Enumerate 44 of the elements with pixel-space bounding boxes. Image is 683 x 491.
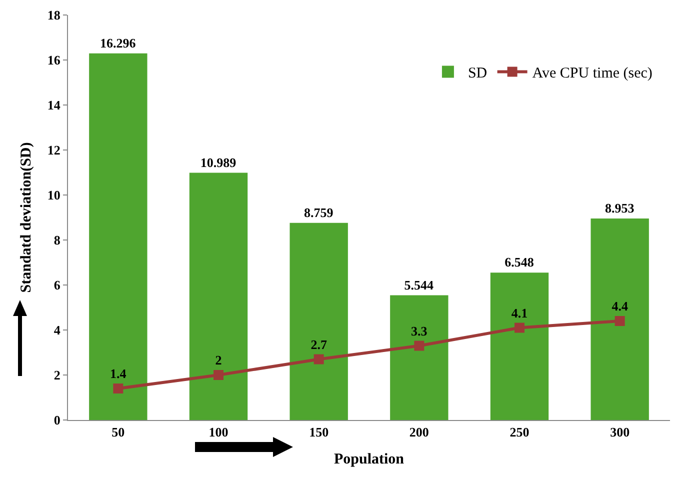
data-label: 10.989: [200, 154, 237, 170]
data-label: 3.3: [411, 323, 428, 338]
x-axis-title: Population: [334, 452, 405, 468]
x-tick-label: 150: [309, 424, 329, 440]
x-tick-label: 200: [409, 424, 429, 440]
bar: [189, 172, 248, 420]
x-tick-label: 300: [610, 424, 630, 440]
y-tick-label: 18: [47, 8, 61, 23]
data-label: 6.548: [504, 254, 534, 270]
y-tick-label: 12: [47, 142, 60, 158]
data-label: 4.4: [612, 298, 628, 314]
bar: [490, 272, 549, 420]
bar: [590, 218, 649, 420]
bar: [390, 295, 448, 420]
data-label: 4.1: [511, 305, 528, 320]
point: [614, 316, 625, 326]
y-tick-label: 6: [54, 278, 61, 293]
data-label: 8.953: [604, 200, 635, 216]
point: [314, 354, 324, 364]
data-label: 1.4: [110, 366, 127, 381]
data-label: 8.759: [304, 204, 334, 220]
point: [113, 384, 124, 394]
legend-label: SD: [468, 66, 488, 82]
data-label: 5.544: [404, 277, 434, 292]
data-label: 2.7: [310, 336, 328, 352]
legend-label: Ave CPU time (sec): [532, 66, 652, 82]
bar: [89, 53, 148, 420]
y-tick-label: 16: [47, 52, 61, 68]
bar: [290, 222, 348, 420]
y-tick-label: 2: [54, 368, 60, 383]
y-tick-label: 4: [54, 322, 61, 338]
y-axis-title: Standatd deviation(SD): [18, 142, 35, 293]
point: [214, 370, 224, 380]
x-tick-label: 50: [112, 424, 125, 440]
data-label: 2: [215, 352, 222, 368]
data-label: 16.296: [100, 35, 136, 50]
y-tick-label: 8: [54, 232, 61, 248]
x-tick-label: 100: [208, 424, 228, 440]
x-tick-label: 250: [510, 424, 530, 440]
y-tick-label: 14: [47, 98, 61, 113]
y-tick-label: 10: [47, 188, 60, 203]
point: [514, 322, 524, 333]
point: [414, 340, 424, 351]
y-tick-label: 0: [54, 412, 60, 428]
